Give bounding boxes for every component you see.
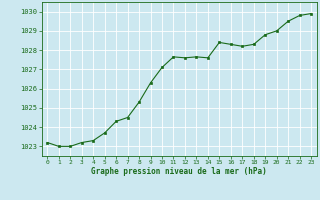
X-axis label: Graphe pression niveau de la mer (hPa): Graphe pression niveau de la mer (hPa) [91,167,267,176]
